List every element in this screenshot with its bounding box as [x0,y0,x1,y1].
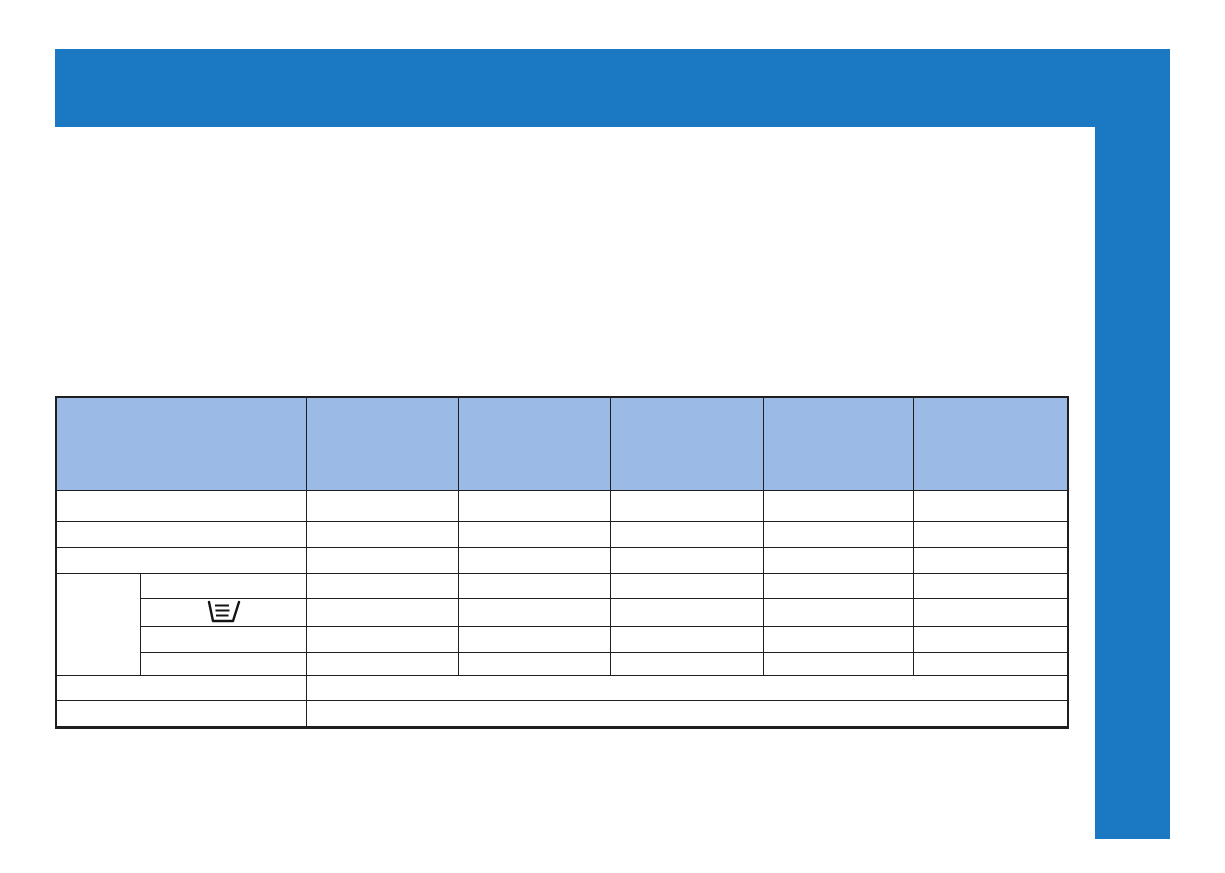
table-row [55,546,1069,574]
table-cell [912,520,1069,548]
table-cell [457,597,611,627]
merged-wide-cell [305,674,1069,701]
detergent-cup-icon [203,600,243,624]
table-cell [609,572,764,599]
table-cell [762,597,914,627]
table-cell [912,625,1069,653]
table-row [55,520,1069,548]
table-cell [305,572,459,599]
header-cell [457,396,611,491]
header-cell [912,396,1069,491]
table-cell [55,674,307,701]
table-cell [139,572,307,599]
group-left-cell [55,572,141,676]
table-cell [55,520,307,548]
table-cell [55,489,307,522]
table-cell [762,489,914,522]
table-cell [762,625,914,653]
table-row [56,625,1069,653]
table-cell [305,625,459,653]
table-cell [609,520,764,548]
table-cell [762,546,914,574]
table-cell [912,651,1069,676]
table-header-row [55,396,1069,491]
table-cell [457,520,611,548]
right-edge-bar [1095,49,1170,839]
table-container [55,396,1069,729]
table-row [55,699,1069,728]
top-banner [55,49,1170,127]
table-cell [457,625,611,653]
table-cell [55,699,307,728]
header-cell [305,396,459,491]
table-cell [305,651,459,676]
table-cell [457,651,611,676]
table-cell [912,546,1069,574]
table-row [56,597,1069,627]
table-cell [139,625,307,653]
data-table [55,396,1069,729]
table-cell [912,572,1069,599]
table-cell [305,597,459,627]
table-cell [457,546,611,574]
table-cell [609,597,764,627]
table-cell [305,546,459,574]
table-cell [609,546,764,574]
table-cell [762,520,914,548]
table-row [56,651,1069,676]
table-row [55,572,1069,676]
header-cell [609,396,764,491]
header-cell [762,396,914,491]
table-cell [609,651,764,676]
table-cell [305,520,459,548]
table-row [55,674,1069,701]
table-cell [912,597,1069,627]
table-cell [609,625,764,653]
table-cell [457,489,611,522]
table-cell [55,546,307,574]
table-cell [305,489,459,522]
table-cell [912,489,1069,522]
merged-wide-cell [305,699,1069,728]
table-cell [457,572,611,599]
header-cell [55,396,307,491]
table-cell [139,597,307,627]
table-row [55,489,1069,522]
table-cell [762,651,914,676]
table-cell [139,651,307,676]
table-cell [609,489,764,522]
table-cell [762,572,914,599]
